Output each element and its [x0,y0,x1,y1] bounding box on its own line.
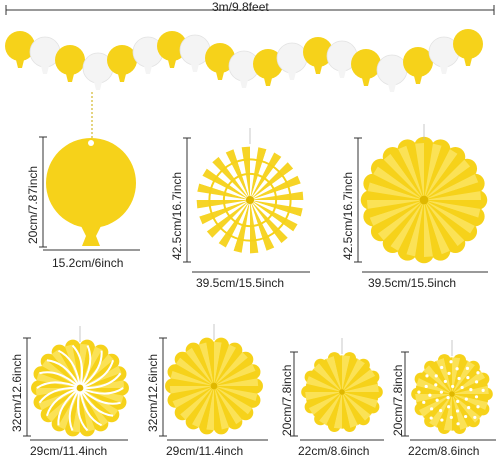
fan-plain-medium-width-label: 29cm/11.4inch [166,444,244,458]
garland-length-label: 3m/9.8feet [212,0,269,14]
fan-plain-large-width-label: 39.5cm/15.5inch [368,276,457,290]
garland-balloon [253,49,283,86]
fan-plain-medium-height-label: 32cm/12.6inch [146,353,160,432]
fan-dotted-small-height-label: 20cm/7.8inch [391,364,405,436]
fan-plain-large-height-label: 42.5cm/16.7inch [341,171,355,260]
garland-balloon [107,45,137,82]
garland-balloon [82,52,114,90]
plain-fan-large [360,124,488,264]
garland-balloon [179,34,211,72]
garland-balloon [55,45,85,82]
fan-striped-large-height-label: 42.5cm/16.7inch [170,171,184,260]
balloon-width-label: 15.2cm/6inch [52,256,124,270]
single-balloon [46,138,136,246]
fan-dimension-lines [23,137,496,441]
garland-balloon [29,36,61,74]
striped-fan-large [190,128,310,260]
swirl-fan-medium [31,326,129,437]
balloon-garland [5,29,483,92]
dotted-fan-small [411,340,493,434]
garland-balloon [351,49,381,86]
garland-balloon [326,40,358,78]
garland-balloon [376,54,408,92]
garland-balloon [453,29,483,66]
fan-plain-small-height-label: 20cm/7.8inch [280,364,294,436]
fan-striped-large-width-label: 39.5cm/15.5inch [196,276,285,290]
plain-fan-medium [165,324,263,435]
fan-dotted-small-width-label: 22cm/8.6inch [408,444,480,458]
balloon-height-label: 20cm/7.87inch [26,165,40,244]
garland-balloon [5,31,35,68]
balloon-dimension-lines [39,136,140,251]
plain-fan-small [301,338,383,432]
garland-balloon [157,31,187,68]
garland-balloon [205,43,235,80]
fan-swirl-medium-width-label: 29cm/11.4inch [30,444,108,458]
paper-fans [31,124,493,437]
garland-balloon [303,37,333,74]
garland-balloon [403,47,433,84]
garland-dimension-line [5,5,495,15]
fan-plain-small-width-label: 22cm/8.6inch [298,444,370,458]
fan-swirl-medium-height-label: 32cm/12.6inch [10,353,24,432]
garland-balloon [276,42,308,80]
